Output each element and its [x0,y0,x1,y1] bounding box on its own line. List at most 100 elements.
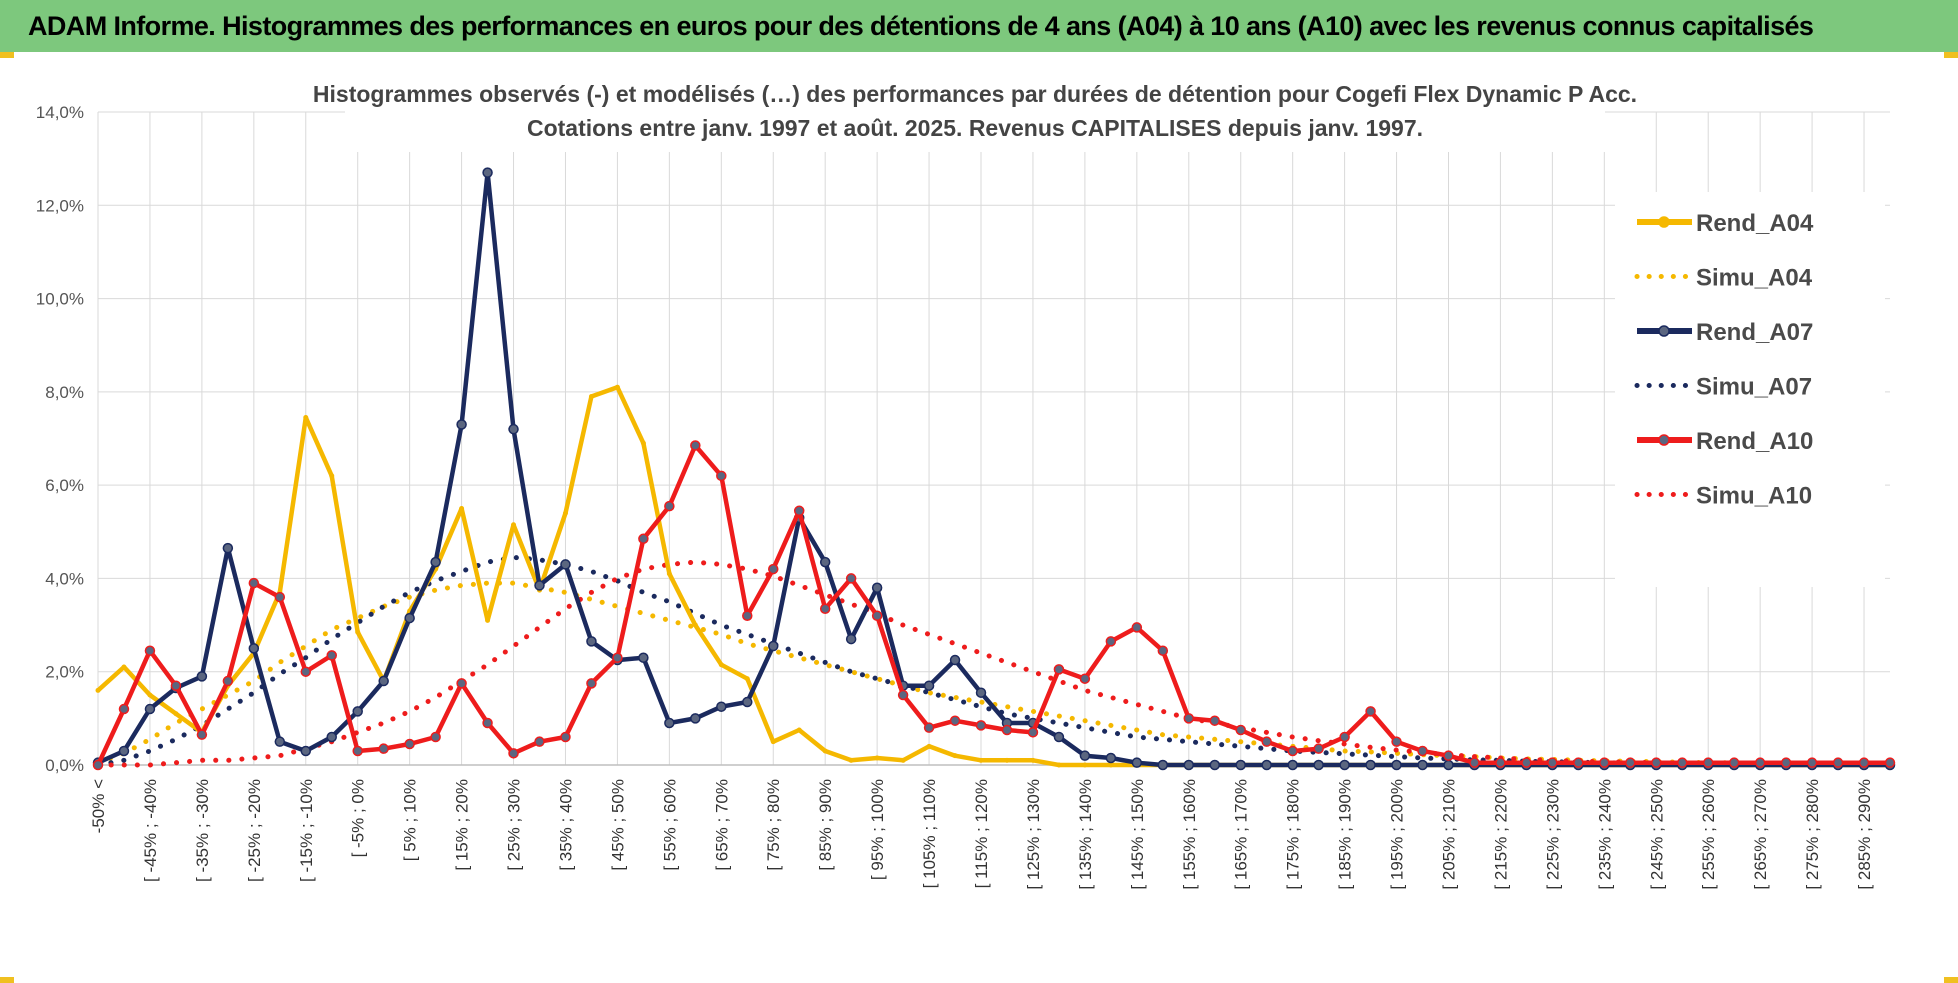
chart-area: Histogrammes observés (-) et modélisés (… [0,52,1958,983]
data-point [173,711,179,717]
x-tick-label: [ 55% ; 60% [660,779,679,871]
data-point [1832,757,1844,768]
x-tick-label: [ 205% ; 210% [1439,779,1458,890]
data-point [1651,757,1662,768]
data-point [560,731,571,743]
x-tick-label: [ 165% ; 170% [1232,779,1251,890]
x-tick-label: [ 215% ; 220% [1491,779,1510,890]
data-point [404,612,415,624]
data-point [1313,759,1324,771]
data-point [1105,752,1117,764]
data-point [874,755,880,761]
x-tick-label: [ -15% ; -10% [297,779,316,882]
legend-marker [1658,325,1670,337]
data-point [975,720,987,731]
chart-title-group: Histogrammes observés (-) et modélisés (… [313,72,1637,152]
data-point [716,470,727,482]
data-point [1209,759,1221,771]
x-tick-label: [ 125% ; 130% [1024,779,1043,890]
corner-marker [1944,52,1958,58]
x-tick-label: [ 245% ; 250% [1647,779,1666,890]
data-point [897,689,909,701]
data-point [378,743,389,754]
legend-background [1615,192,1885,587]
x-tick-label: [ -5% ; 0% [349,779,368,857]
x-tick-label: [ 115% ; 120% [972,779,991,888]
data-point [640,440,646,446]
data-point [742,610,753,621]
data-point [1365,706,1376,717]
data-point [1053,664,1065,675]
data-point [560,559,571,570]
legend-label: Rend_A10 [1696,428,1813,455]
x-tick-label: [ 25% ; 30% [505,779,524,871]
x-tick-label: [ 105% ; 110% [920,779,939,888]
x-tick-label: [ 265% ; 270% [1751,779,1770,890]
x-axis-ticks: -50% < [ -45% ; -40% [ -35% ; -30% [ -25% ;… [89,779,1874,890]
corner-marker [0,52,14,58]
data-point [770,739,776,745]
data-point [248,577,260,589]
legend-marker [1658,434,1670,446]
data-point [1287,745,1298,757]
data-point [1079,673,1091,684]
data-point [196,671,208,682]
data-point [1728,757,1740,768]
data-point [378,675,389,687]
data-point [121,664,127,670]
data-point [534,580,545,591]
data-point [1754,757,1766,768]
data-point [923,680,935,691]
data-point [326,731,337,743]
x-tick-label: [ 15% ; 20% [453,779,472,871]
data-point [430,731,441,743]
legend-label: Rend_A07 [1696,319,1813,346]
data-point [949,654,961,666]
series-simu-a04 [95,580,1893,767]
data-point [482,167,493,178]
data-point [1027,727,1039,738]
grid [97,111,1890,766]
data-point [222,675,234,687]
data-point [664,500,675,512]
legend-label: Rend_A04 [1696,210,1814,237]
corner-marker [1944,977,1958,983]
data-point [508,748,519,759]
data-point [326,650,337,661]
data-point [508,423,519,435]
data-point [1030,757,1036,763]
y-tick-label: 8,0% [45,383,84,402]
x-tick-label: [ -35% ; -30% [193,779,212,882]
data-point [1261,759,1272,771]
y-tick-label: 10,0% [36,290,84,309]
data-point [1235,759,1246,771]
data-point [222,542,234,554]
data-point [744,676,750,682]
data-point [793,505,805,517]
data-point [926,743,932,749]
data-point [1858,757,1870,768]
data-point [1443,759,1454,771]
data-point [1131,622,1143,633]
data-point [638,533,649,545]
data-point [459,505,465,511]
x-tick-label: [ 85% ; 90% [816,779,835,871]
data-point [612,652,623,663]
data-point [170,680,182,691]
x-tick-label: [ -45% ; -40% [141,779,160,882]
data-point [456,419,467,430]
y-tick-label: 6,0% [45,476,84,495]
data-point [1806,757,1818,768]
data-point [355,629,361,635]
data-point [1884,757,1896,768]
x-tick-label: [ 5% ; 10% [401,779,420,861]
data-point [664,717,675,729]
data-point [588,394,594,400]
data-point [430,556,441,568]
chart-title: Histogrammes observés (-) et modélisés (… [313,81,1637,107]
data-point [1547,757,1558,768]
chart-svg: Histogrammes observés (-) et modélisés (… [36,72,1896,890]
report-title: ADAM Informe. Histogrammes des performan… [28,11,1814,41]
data-point [614,384,620,390]
legend-label: Simu_A04 [1696,265,1813,292]
